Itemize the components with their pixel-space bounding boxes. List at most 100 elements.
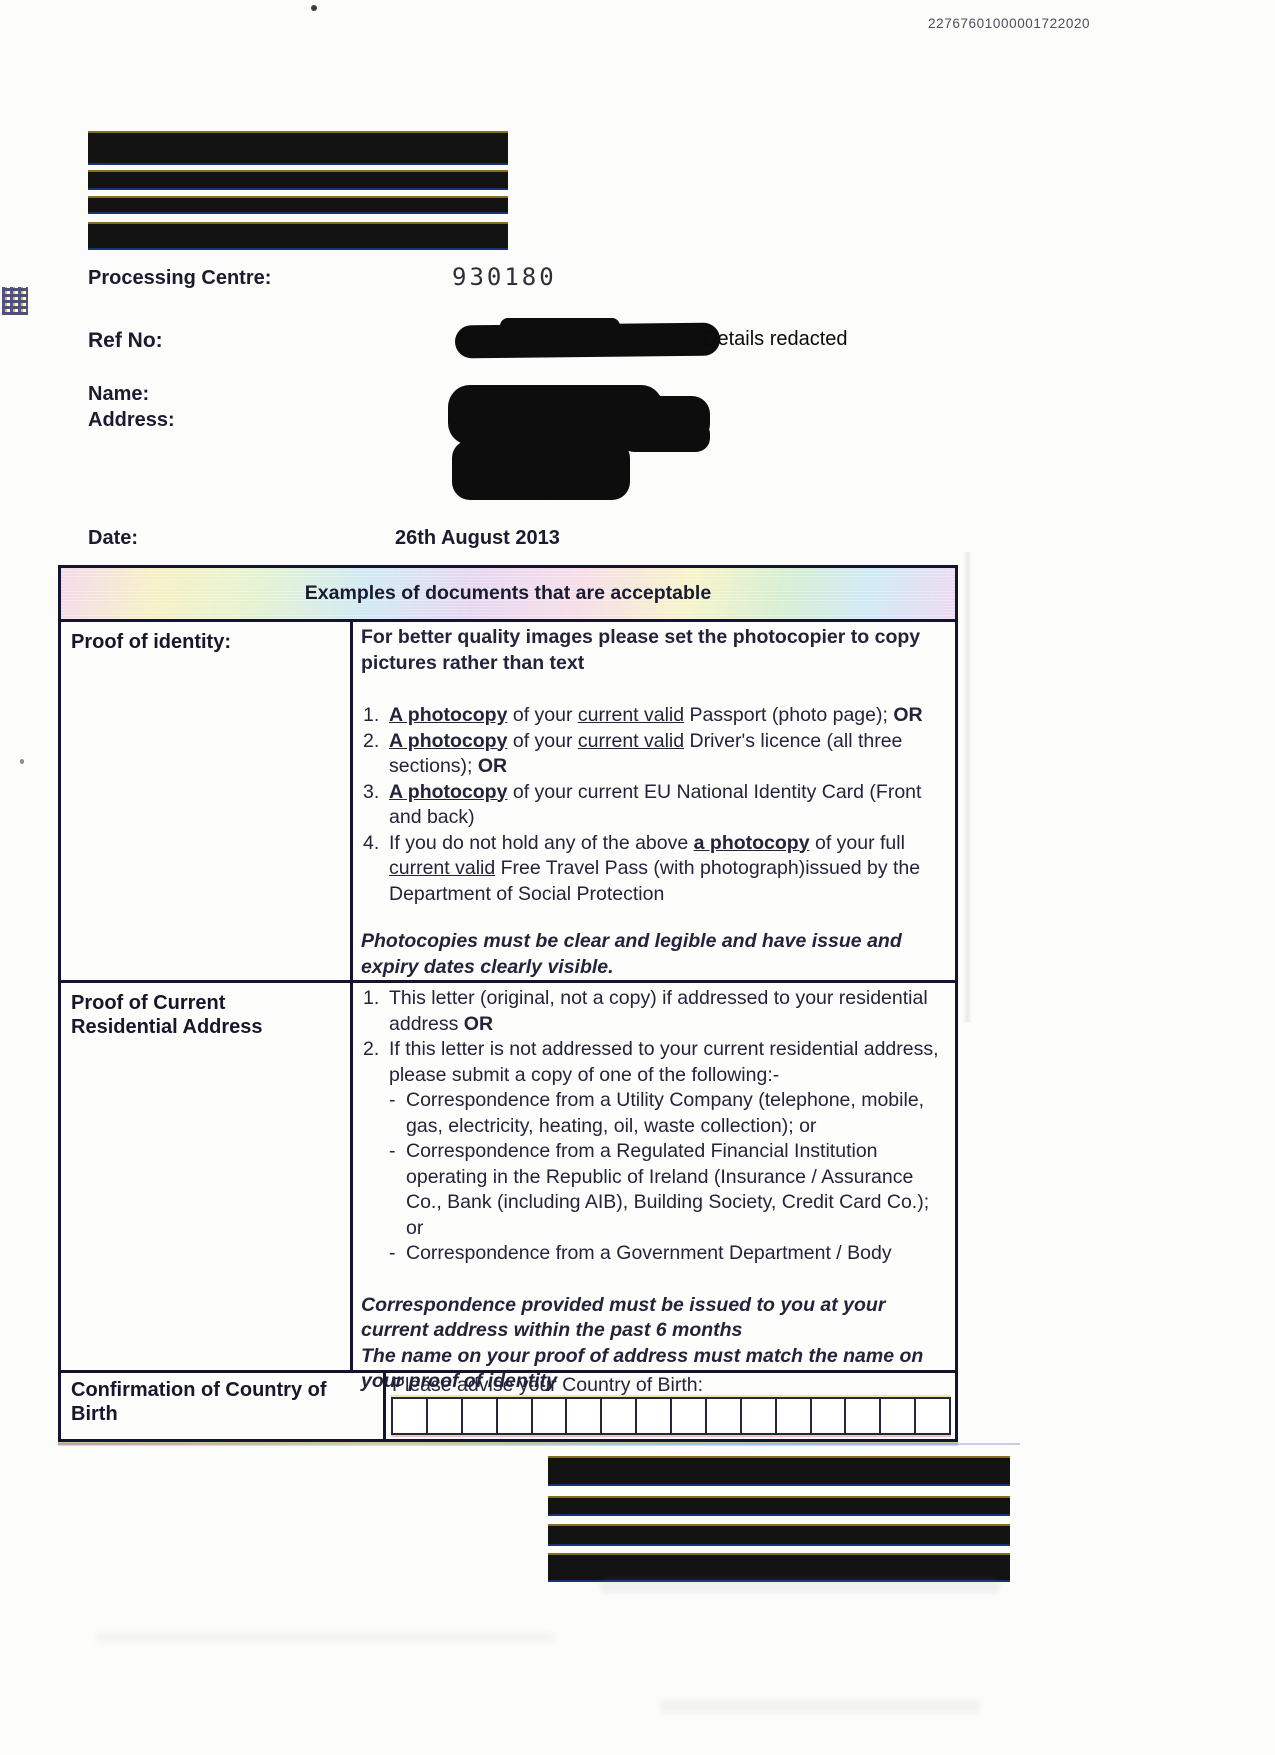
text-run: current valid bbox=[389, 857, 496, 879]
proof-of-identity-label: Proof of identity: bbox=[71, 631, 231, 653]
redaction-scribble-name bbox=[620, 420, 710, 452]
text-run: a photocopy bbox=[693, 831, 810, 854]
text-run: A photocopy bbox=[389, 704, 508, 726]
redaction-bar bbox=[88, 131, 508, 165]
text-run: Driver's licence (all three sections); bbox=[389, 729, 903, 778]
row-label-cell: Confirmation of Country of Birth bbox=[61, 1373, 386, 1439]
redaction-scribble-ref bbox=[500, 318, 620, 334]
redaction-bar bbox=[548, 1496, 1010, 1516]
redaction-scribble-address bbox=[540, 470, 620, 498]
text-run: current valid bbox=[577, 704, 685, 726]
country-of-birth-box[interactable] bbox=[739, 1399, 775, 1433]
country-of-birth-label: Confirmation of Country of Birth bbox=[71, 1379, 327, 1425]
redaction-bar bbox=[88, 222, 508, 250]
bleed-through-smudge bbox=[660, 1700, 980, 1713]
processing-centre-label: Processing Centre: bbox=[88, 267, 272, 289]
country-of-birth-box[interactable] bbox=[704, 1399, 740, 1433]
list-number-marker: 3. bbox=[363, 780, 380, 803]
text-run: OR bbox=[477, 755, 508, 777]
name-label: Name: bbox=[88, 383, 150, 405]
photocopy-quality-note: Photocopies must be clear and legible an… bbox=[361, 930, 902, 978]
row-content-cell: For better quality images please set the… bbox=[353, 622, 955, 980]
country-of-birth-boxes bbox=[391, 1397, 951, 1435]
country-of-birth-box[interactable] bbox=[460, 1399, 496, 1433]
country-of-birth-box[interactable] bbox=[530, 1399, 566, 1433]
correspondence-options-list: - Correspondence from a Utility Company (… bbox=[361, 1088, 949, 1267]
datamatrix-barcode-icon bbox=[2, 287, 28, 315]
row-content-cell: 1. This letter (original, not a copy) if … bbox=[353, 983, 955, 1392]
correspondence-recency-note: Correspondence provided must be issued t… bbox=[361, 1293, 886, 1342]
list-number-marker: 1. bbox=[363, 987, 380, 1009]
residential-address-label: Proof of Current Residential Address bbox=[71, 992, 263, 1038]
country-of-birth-box[interactable] bbox=[844, 1399, 879, 1433]
country-of-birth-box[interactable] bbox=[393, 1399, 426, 1433]
dash-marker: - bbox=[389, 1089, 396, 1111]
country-of-birth-box[interactable] bbox=[565, 1399, 600, 1433]
list-item-text: A photocopy of your current EU National … bbox=[389, 781, 921, 829]
date-label: Date: bbox=[88, 527, 139, 549]
text-run: Free Travel Pass (with photograph)issued… bbox=[389, 857, 921, 905]
identity-list-item: 2. A photocopy of your current valid Driv… bbox=[361, 729, 949, 780]
paper-crease bbox=[963, 552, 972, 1022]
list-number-marker: 2. bbox=[363, 729, 380, 752]
table-row-residential-address: Proof of Current Residential Address 1. T… bbox=[61, 980, 955, 1392]
text-run: Passport (photo page); bbox=[684, 704, 894, 726]
list-item-text: Correspondence from a Regulated Financia… bbox=[406, 1140, 930, 1239]
scan-speck bbox=[311, 5, 317, 11]
text-run: If this letter is not addressed to your … bbox=[389, 1038, 939, 1086]
correspondence-option: - Correspondence from a Utility Company (… bbox=[389, 1088, 949, 1139]
date-value: 26th August 2013 bbox=[395, 527, 560, 549]
list-number-marker: 1. bbox=[363, 704, 380, 726]
list-item-text: If you do not hold any of the above a ph… bbox=[389, 832, 920, 905]
redaction-bar bbox=[88, 196, 508, 214]
dash-marker: - bbox=[389, 1140, 396, 1162]
processing-centre-value: 930180 bbox=[452, 263, 557, 291]
country-of-birth-box[interactable] bbox=[809, 1399, 845, 1433]
country-of-birth-box[interactable] bbox=[495, 1399, 531, 1433]
list-item-text: If this letter is not addressed to your … bbox=[389, 1038, 939, 1086]
text-run: of your bbox=[507, 729, 578, 752]
address-list-item: 1. This letter (original, not a copy) if … bbox=[361, 986, 949, 1037]
photocopier-instruction: For better quality images please set the… bbox=[361, 626, 921, 674]
correspondence-option: - Correspondence from a Regulated Financi… bbox=[389, 1139, 949, 1241]
scan-fringe-line bbox=[58, 1443, 1020, 1445]
scan-speck bbox=[20, 759, 24, 764]
list-item-text: A photocopy of your current valid Driver… bbox=[389, 730, 902, 778]
country-of-birth-box[interactable] bbox=[635, 1399, 670, 1433]
country-of-birth-box[interactable] bbox=[914, 1399, 949, 1433]
text-run: If you do not hold any of the above bbox=[389, 831, 694, 854]
text-run: of your current EU National Identity Car… bbox=[389, 780, 922, 829]
list-item-text: Correspondence from a Government Departm… bbox=[406, 1242, 892, 1264]
text-run: A photocopy bbox=[389, 729, 508, 752]
text-run: OR bbox=[893, 704, 923, 726]
identity-list-item: 3. A photocopy of your current EU Nationa… bbox=[361, 780, 949, 831]
bleed-through-smudge bbox=[600, 1578, 1000, 1593]
country-of-birth-box[interactable] bbox=[670, 1399, 705, 1433]
text-run: current valid bbox=[577, 729, 685, 752]
scan-reference-number: 22767601000001722020 bbox=[928, 16, 1091, 31]
text-run: of your full bbox=[809, 831, 905, 854]
list-number-marker: 4. bbox=[363, 831, 380, 854]
acceptable-documents-table: Examples of documents that are acceptabl… bbox=[58, 565, 958, 1442]
text-run: A photocopy bbox=[389, 780, 508, 803]
country-of-birth-box[interactable] bbox=[774, 1399, 810, 1433]
redaction-bar bbox=[88, 170, 508, 190]
list-item-text: Correspondence from a Utility Company (t… bbox=[406, 1089, 925, 1137]
redaction-bar bbox=[548, 1456, 1010, 1486]
details-redacted-note: Details redacted bbox=[703, 328, 848, 350]
identity-list-item: 1. A photocopy of your current valid Pass… bbox=[361, 703, 949, 729]
address-proof-list: 1. This letter (original, not a copy) if … bbox=[361, 986, 949, 1088]
country-of-birth-box[interactable] bbox=[600, 1399, 635, 1433]
redaction-bar bbox=[548, 1524, 1010, 1546]
table-row-proof-of-identity: Proof of identity: For better quality im… bbox=[61, 622, 955, 980]
row-label-cell: Proof of identity: bbox=[61, 622, 353, 980]
text-run: This letter (original, not a copy) if ad… bbox=[389, 987, 928, 1035]
text-run: of your bbox=[507, 704, 578, 726]
list-item-text: A photocopy of your current valid Passpo… bbox=[389, 704, 923, 726]
country-of-birth-box[interactable] bbox=[879, 1399, 914, 1433]
country-of-birth-prompt: Please advise your Country of Birth: bbox=[392, 1374, 704, 1396]
identity-list-item: 4. If you do not hold any of the above a … bbox=[361, 831, 949, 908]
ref-no-label: Ref No: bbox=[88, 329, 163, 352]
country-of-birth-box[interactable] bbox=[425, 1399, 461, 1433]
